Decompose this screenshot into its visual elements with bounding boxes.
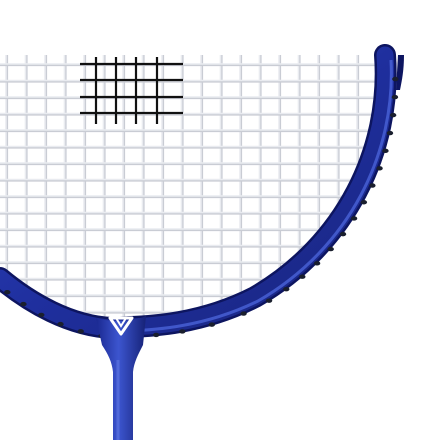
brand-logo-icon (108, 316, 134, 336)
grommet (77, 329, 84, 334)
grommet (4, 289, 11, 295)
grommet (57, 321, 64, 327)
grommet (376, 166, 383, 171)
grommet (283, 286, 290, 292)
grommet (339, 231, 347, 237)
grommet (392, 76, 399, 82)
grommet (391, 94, 399, 100)
string-bed (0, 55, 392, 320)
frame-grommets (4, 76, 399, 339)
string-stencil-logo (80, 57, 183, 124)
grommet (350, 216, 358, 221)
grommet (179, 329, 186, 334)
grommet (240, 311, 247, 316)
grommet (265, 298, 273, 303)
grommet (327, 246, 334, 252)
grommet (382, 148, 389, 154)
grommet (152, 332, 160, 338)
racket-frame (0, 44, 404, 340)
grommet (386, 130, 394, 136)
grommet (360, 200, 368, 205)
grommet (38, 312, 45, 318)
grommet (299, 274, 306, 279)
grommet (208, 322, 216, 327)
grommet (20, 301, 27, 307)
grommet (369, 183, 376, 188)
grommet (313, 261, 321, 266)
grommet (389, 112, 397, 118)
racket-throat (96, 316, 146, 440)
